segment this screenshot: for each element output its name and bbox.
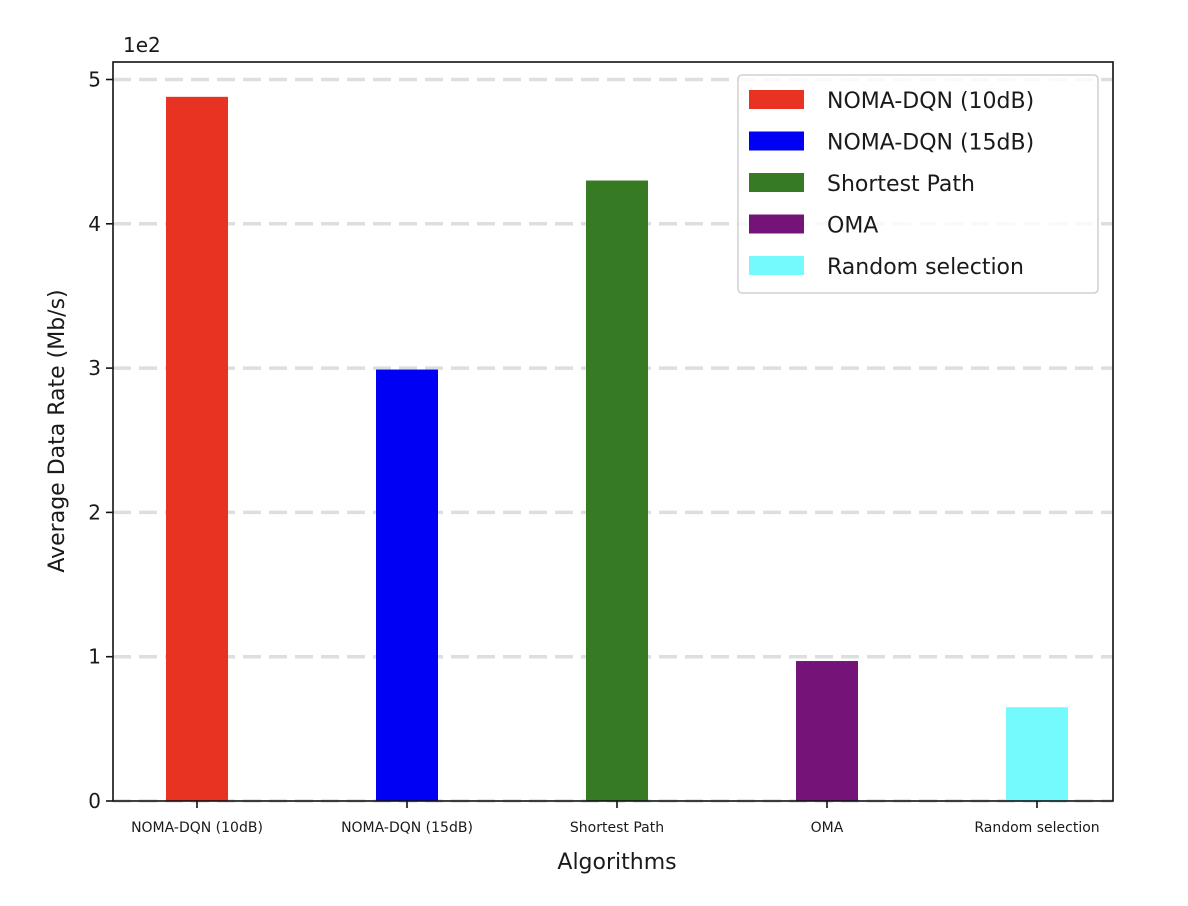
bars xyxy=(166,96,1068,802)
legend-label: Shortest Path xyxy=(827,172,975,197)
x-axis-ticks: NOMA-DQN (10dB) NOMA-DQN (15dB) Shortest P… xyxy=(131,801,1100,836)
y-axis-ticks: 0 1 2 3 4 5 xyxy=(88,68,113,813)
y-tick-label: 2 xyxy=(88,500,101,524)
x-tick-label: NOMA-DQN (15dB) xyxy=(341,820,473,836)
bar-1 xyxy=(166,96,228,802)
bar-5 xyxy=(1006,707,1068,801)
legend-swatch xyxy=(749,214,804,234)
bar-4 xyxy=(796,661,858,801)
legend-swatch xyxy=(749,173,804,192)
y-tick-label: 3 xyxy=(88,356,101,380)
legend-box xyxy=(737,74,1099,294)
y-tick-label: 1 xyxy=(88,645,101,669)
legend-label: OMA xyxy=(827,214,878,239)
y-tick-label: 5 xyxy=(88,68,101,92)
y-tick-label: 0 xyxy=(88,789,101,813)
legend-swatch xyxy=(749,256,804,275)
x-tick-label: OMA xyxy=(811,820,844,836)
legend-swatch xyxy=(749,131,804,151)
y-axis-label: Average Data Rate (Mb/s) xyxy=(45,289,70,572)
plot-frame xyxy=(112,61,1114,802)
legend-label: NOMA-DQN (15dB) xyxy=(827,131,1034,156)
x-tick-label: NOMA-DQN (10dB) xyxy=(131,820,263,836)
legend: NOMA-DQN (10dB) NOMA-DQN (15dB) Shortest P… xyxy=(737,74,1099,294)
legend-label: NOMA-DQN (10dB) xyxy=(827,89,1034,114)
legend-label: Random selection xyxy=(827,255,1024,280)
y-tick-label: 4 xyxy=(88,212,101,236)
x-tick-label: Shortest Path xyxy=(570,820,664,836)
x-tick-label: Random selection xyxy=(974,820,1099,836)
legend-swatch xyxy=(749,90,804,109)
bar-2 xyxy=(376,369,438,801)
y-offset-label: 1e2 xyxy=(123,33,161,57)
x-axis-label: Algorithms xyxy=(557,850,676,875)
bar-3 xyxy=(586,180,648,801)
